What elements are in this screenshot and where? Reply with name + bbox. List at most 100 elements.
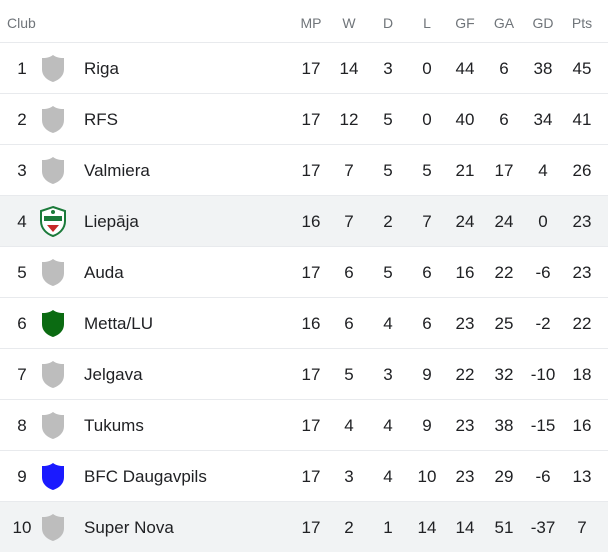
rank: 5 bbox=[17, 263, 27, 282]
stat-ga: 24 bbox=[494, 212, 514, 231]
stat-gf: 44 bbox=[455, 59, 475, 78]
shield-icon bbox=[38, 52, 68, 84]
stat-l: 0 bbox=[422, 110, 432, 129]
header-gd[interactable]: GD bbox=[532, 15, 554, 31]
stat-d: 2 bbox=[383, 212, 393, 231]
rank: 1 bbox=[17, 59, 27, 78]
header-club[interactable]: Club bbox=[7, 15, 36, 31]
shield-icon bbox=[38, 154, 68, 186]
stat-l: 6 bbox=[422, 314, 432, 333]
rank: 2 bbox=[17, 110, 27, 129]
table-row[interactable]: 8 Tukums 17 4 4 9 23 38 -15 16 bbox=[0, 399, 608, 450]
club-name[interactable]: Metta/LU bbox=[84, 314, 153, 333]
stat-gd: 0 bbox=[538, 212, 548, 231]
rank: 4 bbox=[17, 212, 27, 231]
table-row[interactable]: 4 Liepāja 16 7 2 7 24 24 0 23 bbox=[0, 195, 608, 246]
table-row[interactable]: 5 Auda 17 6 5 6 16 22 -6 23 bbox=[0, 246, 608, 297]
table-row[interactable]: 6 Metta/LU 16 6 4 6 23 25 -2 22 bbox=[0, 297, 608, 348]
club-name[interactable]: RFS bbox=[84, 110, 118, 129]
header-w[interactable]: W bbox=[342, 15, 356, 31]
stat-gf: 14 bbox=[455, 518, 475, 537]
stat-gf: 21 bbox=[455, 161, 475, 180]
stat-mp: 17 bbox=[301, 110, 321, 129]
stat-ga: 25 bbox=[494, 314, 514, 333]
table-body: 1 Riga 17 14 3 0 44 6 38 45 2 RFS 17 12 5 0 40 6 34 41 3 Valm… bbox=[0, 42, 608, 552]
stat-w: 12 bbox=[339, 110, 359, 129]
club-name[interactable]: BFC Daugavpils bbox=[84, 467, 207, 486]
stat-ga: 32 bbox=[494, 365, 514, 384]
stat-gd: 4 bbox=[538, 161, 548, 180]
stat-gf: 23 bbox=[455, 467, 475, 486]
table-row[interactable]: 7 Jelgava 17 5 3 9 22 32 -10 18 bbox=[0, 348, 608, 399]
rank: 10 bbox=[12, 518, 32, 537]
rank: 7 bbox=[17, 365, 27, 384]
stat-w: 4 bbox=[344, 416, 354, 435]
stat-l: 7 bbox=[422, 212, 432, 231]
stat-pts: 23 bbox=[572, 263, 592, 282]
table-row[interactable]: 2 RFS 17 12 5 0 40 6 34 41 bbox=[0, 93, 608, 144]
stat-w: 7 bbox=[344, 161, 354, 180]
stat-d: 5 bbox=[383, 263, 393, 282]
stat-pts: 41 bbox=[572, 110, 592, 129]
stat-l: 6 bbox=[422, 263, 432, 282]
stat-ga: 38 bbox=[494, 416, 514, 435]
shield-icon bbox=[38, 409, 68, 441]
stat-mp: 17 bbox=[301, 365, 321, 384]
stat-d: 5 bbox=[383, 161, 393, 180]
stat-l: 5 bbox=[422, 161, 432, 180]
stat-l: 9 bbox=[422, 365, 432, 384]
stat-gf: 16 bbox=[455, 263, 475, 282]
table-row[interactable]: 1 Riga 17 14 3 0 44 6 38 45 bbox=[0, 42, 608, 93]
stat-w: 6 bbox=[344, 314, 354, 333]
stat-gd: 34 bbox=[533, 110, 553, 129]
stat-l: 9 bbox=[422, 416, 432, 435]
stat-mp: 17 bbox=[301, 59, 321, 78]
stat-w: 5 bbox=[344, 365, 354, 384]
stat-w: 14 bbox=[339, 59, 359, 78]
stat-ga: 29 bbox=[494, 467, 514, 486]
stat-d: 4 bbox=[383, 416, 393, 435]
stat-pts: 16 bbox=[572, 416, 592, 435]
club-name[interactable]: Super Nova bbox=[84, 518, 174, 537]
table-header: Club MP W D L GF GA GD Pts bbox=[0, 0, 608, 42]
header-d[interactable]: D bbox=[382, 15, 394, 31]
stat-l: 10 bbox=[417, 467, 437, 486]
stat-gd: -10 bbox=[530, 365, 556, 384]
rank: 3 bbox=[17, 161, 27, 180]
stat-d: 3 bbox=[383, 365, 393, 384]
table-row[interactable]: 10 Super Nova 17 2 1 14 14 51 -37 7 bbox=[0, 501, 608, 552]
header-ga[interactable]: GA bbox=[493, 15, 515, 31]
club-name[interactable]: Tukums bbox=[84, 416, 144, 435]
header-gf[interactable]: GF bbox=[455, 15, 475, 31]
stat-mp: 16 bbox=[301, 314, 321, 333]
liepaja-crest-icon bbox=[38, 205, 68, 237]
header-pts[interactable]: Pts bbox=[571, 15, 593, 31]
club-name[interactable]: Liepāja bbox=[84, 212, 139, 231]
header-mp[interactable]: MP bbox=[300, 15, 322, 31]
stat-d: 3 bbox=[383, 59, 393, 78]
shield-icon bbox=[38, 256, 68, 288]
stat-gd: -6 bbox=[535, 467, 551, 486]
header-l[interactable]: L bbox=[423, 15, 431, 31]
club-name[interactable]: Jelgava bbox=[84, 365, 143, 384]
table-row[interactable]: 9 BFC Daugavpils 17 3 4 10 23 29 -6 13 bbox=[0, 450, 608, 501]
club-name[interactable]: Riga bbox=[84, 59, 119, 78]
table-row[interactable]: 3 Valmiera 17 7 5 5 21 17 4 26 bbox=[0, 144, 608, 195]
rank: 8 bbox=[17, 416, 27, 435]
club-name[interactable]: Valmiera bbox=[84, 161, 150, 180]
club-name[interactable]: Auda bbox=[84, 263, 124, 282]
stat-d: 1 bbox=[383, 518, 393, 537]
stat-l: 14 bbox=[417, 518, 437, 537]
stat-gd: -2 bbox=[535, 314, 551, 333]
stat-ga: 51 bbox=[494, 518, 514, 537]
stat-gd: -6 bbox=[535, 263, 551, 282]
rank: 9 bbox=[17, 467, 27, 486]
stat-w: 3 bbox=[344, 467, 354, 486]
stat-w: 2 bbox=[344, 518, 354, 537]
stat-mp: 17 bbox=[301, 263, 321, 282]
stat-ga: 6 bbox=[499, 110, 509, 129]
stat-mp: 17 bbox=[301, 467, 321, 486]
stat-gf: 24 bbox=[455, 212, 475, 231]
stat-gd: -15 bbox=[530, 416, 556, 435]
stat-mp: 17 bbox=[301, 161, 321, 180]
